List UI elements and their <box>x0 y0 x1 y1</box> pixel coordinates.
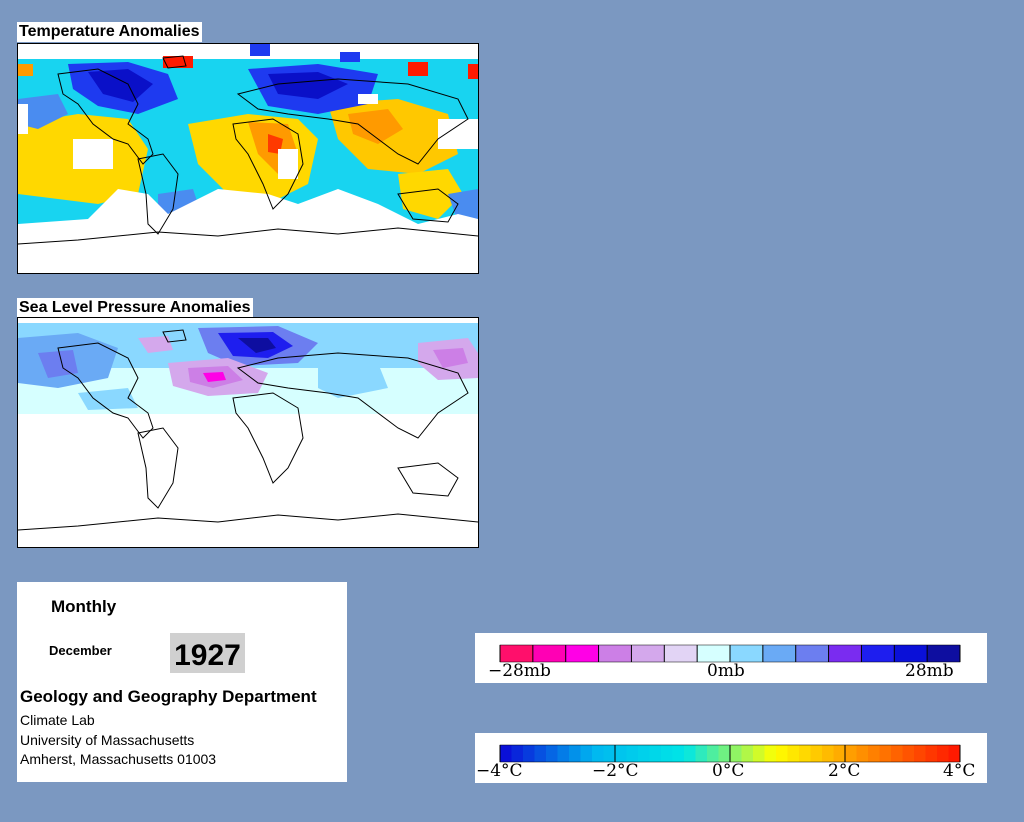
colorbar-swatch <box>532 645 567 662</box>
colorbar-swatch <box>697 645 731 662</box>
colorbar-swatch <box>569 745 581 762</box>
colorbar-swatch <box>879 745 892 762</box>
pressure-anomaly-map <box>17 317 479 548</box>
colorbar-swatch <box>684 745 696 762</box>
colorbar-swatch <box>810 745 823 762</box>
colorbar-swatch <box>948 745 961 762</box>
colorbar-swatch <box>557 745 570 762</box>
colorbar-swatch <box>914 745 926 762</box>
colorbar-swatch <box>776 745 788 762</box>
colorbar-swatch <box>937 745 949 762</box>
temperature-legend-label-4: 4°C <box>943 761 976 781</box>
pressure-map-svg <box>18 318 478 547</box>
pressure-legend: −28mb 0mb 28mb <box>475 633 987 683</box>
colorbar-swatch <box>762 645 797 662</box>
lab-label: Climate Lab <box>20 712 95 728</box>
colorbar-swatch <box>500 745 512 762</box>
colorbar-swatch <box>868 745 880 762</box>
temperature-anomaly-map <box>17 43 479 274</box>
colorbar-swatch <box>925 745 938 762</box>
colorbar-swatch <box>764 745 777 762</box>
info-panel: Monthly December 1927 Geology and Geogra… <box>17 582 347 782</box>
temperature-legend-label-0: 0°C <box>712 761 745 781</box>
colorbar-swatch <box>565 645 600 662</box>
colorbar-swatch <box>730 645 764 662</box>
colorbar-swatch <box>718 745 731 762</box>
temperature-legend-label-neg4: −4°C <box>476 761 523 781</box>
colorbar-swatch <box>661 745 673 762</box>
department-label: Geology and Geography Department <box>20 687 317 706</box>
pressure-legend-mid-label: 0mb <box>707 661 745 681</box>
temperature-map-title: Temperature Anomalies <box>17 22 202 42</box>
colorbar-swatch <box>891 745 903 762</box>
colorbar-swatch <box>500 645 534 662</box>
pressure-map-title: Sea Level Pressure Anomalies <box>17 298 253 318</box>
colorbar-swatch <box>511 745 524 762</box>
colorbar-swatch <box>741 745 754 762</box>
colorbar-swatch <box>592 745 604 762</box>
colorbar-swatch <box>822 745 834 762</box>
month-label: December <box>49 643 112 658</box>
colorbar-swatch <box>753 745 765 762</box>
colorbar-swatch <box>861 645 895 662</box>
temperature-legend-label-2: 2°C <box>828 761 861 781</box>
colorbar-swatch <box>598 645 632 662</box>
pressure-legend-min-label: −28mb <box>488 661 551 681</box>
colorbar-swatch <box>795 645 830 662</box>
colorbar-swatch <box>730 745 742 762</box>
colorbar-swatch <box>828 645 862 662</box>
colorbar-swatch <box>580 745 593 762</box>
university-label: University of Massachusetts <box>20 732 195 748</box>
colorbar-swatch <box>902 745 915 762</box>
colorbar-swatch <box>799 745 811 762</box>
colorbar-swatch <box>894 645 928 662</box>
colorbar-swatch <box>787 745 800 762</box>
colorbar-swatch <box>534 745 547 762</box>
temperature-legend-label-neg2: −2°C <box>592 761 639 781</box>
colorbar-swatch <box>603 745 616 762</box>
pressure-colorbar <box>499 644 961 663</box>
colorbar-swatch <box>664 645 698 662</box>
colorbar-swatch <box>845 745 857 762</box>
colorbar-swatch <box>638 745 650 762</box>
temperature-map-svg <box>18 44 478 273</box>
address-label: Amherst, Massachusetts 01003 <box>20 751 217 767</box>
colorbar-swatch <box>856 745 869 762</box>
colorbar-swatch <box>631 645 665 662</box>
temperature-legend: −4°C −2°C 0°C 2°C 4°C <box>475 733 987 783</box>
colorbar-swatch <box>833 745 846 762</box>
colorbar-swatch <box>672 745 685 762</box>
year-label: 1927 <box>170 633 245 673</box>
colorbar-swatch <box>626 745 639 762</box>
temperature-colorbar <box>499 744 961 763</box>
colorbar-swatch <box>927 645 961 662</box>
colorbar-swatch <box>523 745 535 762</box>
colorbar-swatch <box>649 745 662 762</box>
colorbar-swatch <box>546 745 558 762</box>
pressure-legend-max-label: 28mb <box>905 661 954 681</box>
period-label: Monthly <box>51 597 117 616</box>
colorbar-swatch <box>695 745 708 762</box>
colorbar-swatch <box>615 745 627 762</box>
colorbar-swatch <box>707 745 719 762</box>
